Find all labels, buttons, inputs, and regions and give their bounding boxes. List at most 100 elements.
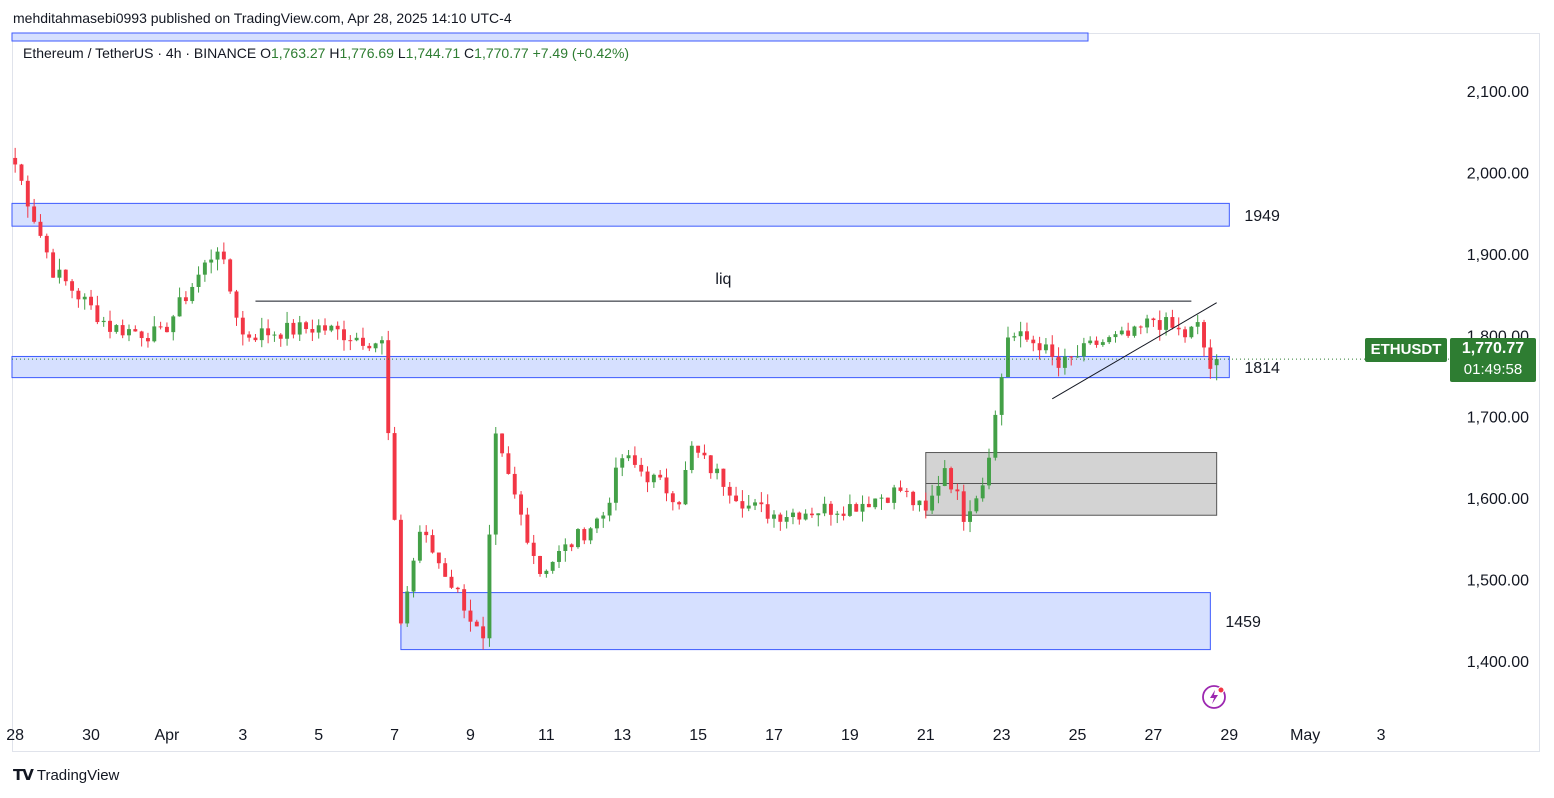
- candle-body: [1183, 329, 1188, 338]
- candle-body: [576, 529, 580, 548]
- x-tick-label: 30: [82, 727, 100, 744]
- candle-body: [373, 343, 378, 349]
- candle-body: [645, 471, 650, 483]
- candle-body: [70, 281, 75, 291]
- candle-body: [82, 296, 87, 300]
- candle-body: [1037, 343, 1042, 351]
- candle-body: [405, 591, 410, 624]
- candle-body: [272, 334, 277, 336]
- candle-body: [196, 274, 201, 287]
- candle-body: [215, 251, 220, 260]
- candle-body: [329, 325, 334, 331]
- candle-body: [291, 322, 296, 335]
- x-tick-label: 13: [613, 727, 631, 744]
- candle-body: [183, 297, 188, 302]
- zone-label-1949: 1949: [1244, 208, 1280, 225]
- low-label: L: [397, 45, 406, 61]
- candle-body: [904, 490, 909, 492]
- tradingview-logo[interactable]: TV TradingView: [13, 766, 119, 784]
- candle-body: [917, 500, 922, 506]
- candle-body: [1012, 336, 1017, 338]
- candle-body: [1031, 339, 1036, 344]
- candle-body: [38, 221, 43, 236]
- candle-body: [557, 550, 561, 562]
- candle-body: [1006, 337, 1010, 378]
- candle-body: [127, 329, 131, 336]
- candle-body: [746, 505, 751, 509]
- candle-body: [980, 485, 985, 499]
- candle-body: [1062, 356, 1067, 368]
- candle-body: [664, 477, 669, 494]
- candle-body: [95, 305, 100, 323]
- candle-body: [392, 433, 397, 520]
- candle-body: [462, 589, 467, 611]
- candle-body: [89, 296, 94, 306]
- candle-body: [443, 563, 448, 577]
- candle-body: [797, 512, 802, 520]
- ticker-badge[interactable]: ETHUSDT: [1365, 338, 1447, 362]
- x-tick-label: 3: [238, 727, 247, 744]
- close-label: C: [464, 45, 475, 61]
- x-tick-label: 28: [6, 727, 24, 744]
- candle-body: [1138, 326, 1143, 328]
- zone-label-1459: 1459: [1225, 614, 1261, 631]
- candle-body: [297, 322, 302, 335]
- candle-body: [930, 495, 935, 511]
- candle-body: [228, 259, 233, 292]
- candle-body: [506, 453, 511, 474]
- x-tick-label: 23: [993, 727, 1011, 744]
- open-label: O: [260, 45, 271, 61]
- candle-body: [740, 501, 745, 509]
- candle-body: [436, 552, 441, 564]
- candle-body: [468, 610, 473, 622]
- candle-body: [32, 206, 37, 222]
- candle-body: [531, 542, 536, 556]
- candle-body: [911, 491, 916, 506]
- candle-body: [582, 529, 587, 541]
- candle-body: [1119, 330, 1124, 335]
- candle-body: [683, 470, 688, 505]
- x-tick-label: 27: [1145, 727, 1163, 744]
- candle-body: [1094, 340, 1099, 345]
- candle-body: [892, 487, 897, 503]
- candle-body: [658, 474, 663, 478]
- candle-body: [247, 334, 252, 338]
- ohlc-legend: Ethereum / TetherUS · 4h · BINANCE O1,76…: [23, 45, 629, 61]
- liquidity-label: liq: [715, 271, 731, 288]
- candle-body: [164, 326, 169, 333]
- x-tick-label: 21: [917, 727, 935, 744]
- x-tick-label: 15: [689, 727, 707, 744]
- candle-body: [1164, 317, 1169, 330]
- x-tick-label: 9: [466, 727, 475, 744]
- top-strip-zone: [11, 32, 1089, 42]
- candle-body: [1214, 359, 1219, 366]
- candle-body: [866, 503, 871, 508]
- candle-body: [942, 468, 947, 487]
- candle-body: [1195, 322, 1200, 327]
- candle-body: [13, 157, 18, 165]
- candle-body: [702, 452, 707, 456]
- candle-body: [860, 503, 865, 512]
- candle-body: [1151, 318, 1156, 321]
- candle-body: [1113, 334, 1118, 338]
- x-tick-label: 5: [314, 727, 323, 744]
- candle-body: [538, 555, 542, 574]
- candle-body: [1043, 344, 1048, 351]
- high-value: 1,776.69: [339, 45, 394, 61]
- candle-body: [177, 297, 182, 317]
- candle-body: [835, 513, 840, 515]
- candle-body: [1100, 342, 1105, 345]
- tradingview-mark-icon: TV: [13, 766, 34, 784]
- candle-body: [342, 329, 346, 341]
- candle-body: [158, 326, 163, 328]
- candle-body: [898, 487, 903, 491]
- candle-body: [367, 345, 372, 349]
- candle-body: [1176, 327, 1181, 330]
- high-label: H: [329, 45, 340, 61]
- lightning-icon[interactable]: [1201, 684, 1227, 710]
- candle-body: [1107, 337, 1112, 343]
- x-tick-label: Apr: [154, 727, 180, 744]
- candle-body: [1018, 331, 1023, 337]
- candle-body: [639, 464, 644, 472]
